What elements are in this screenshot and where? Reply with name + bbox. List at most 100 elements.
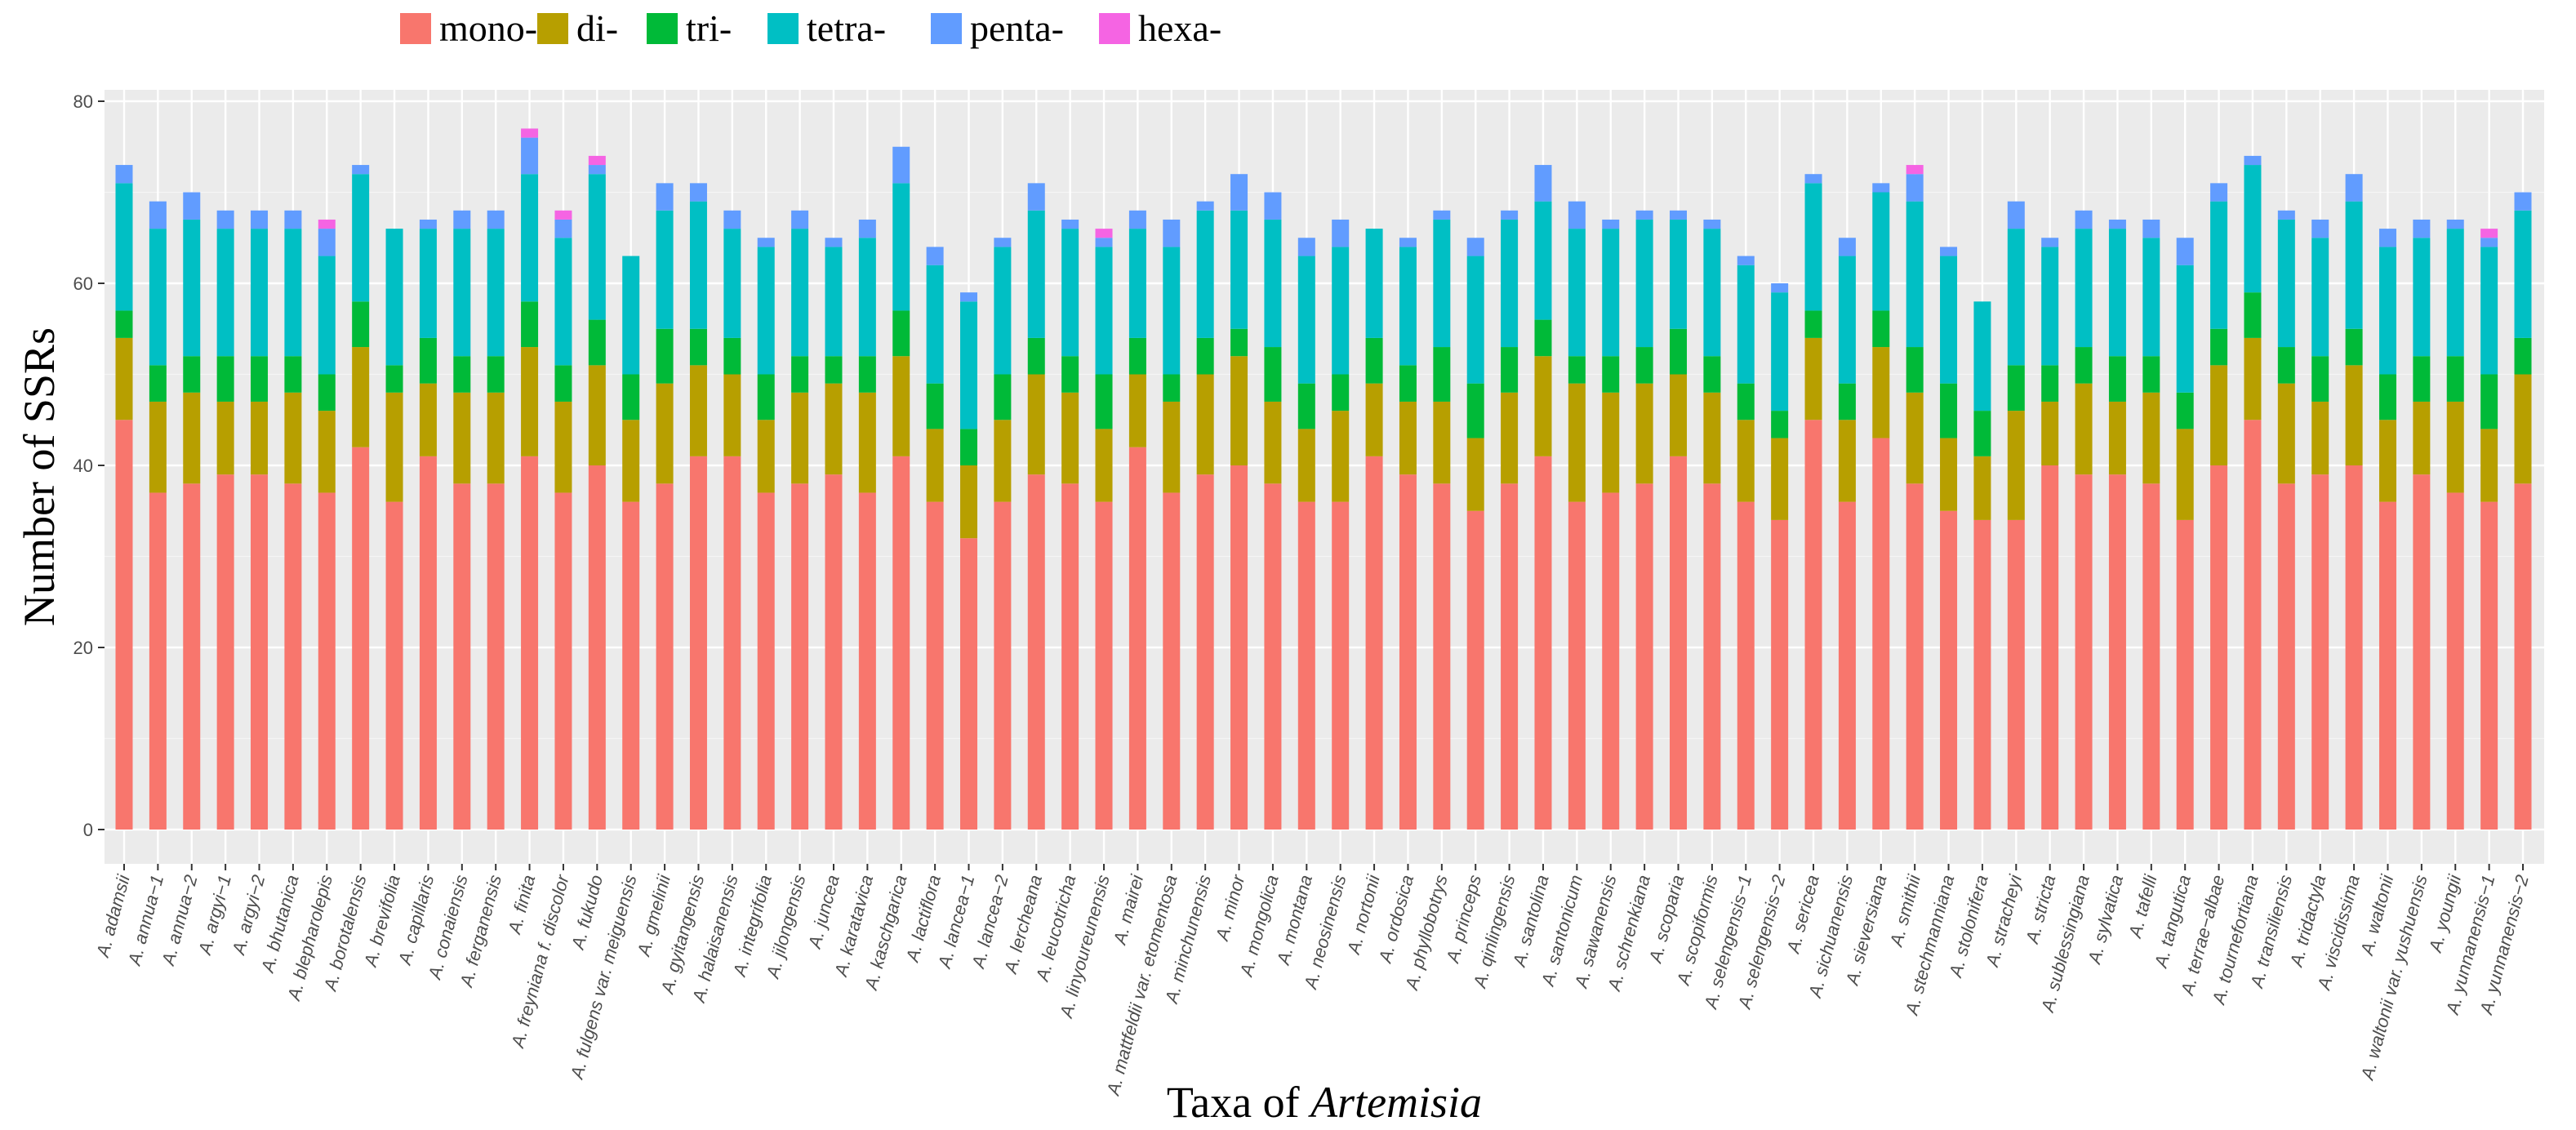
legend-swatch (1099, 13, 1130, 44)
bar-segment-di (2345, 365, 2363, 465)
bar-stack (2378, 229, 2396, 830)
bar-stack (892, 146, 910, 830)
bar-segment-tri (1501, 347, 1519, 393)
bar-segment-tri (994, 374, 1012, 420)
bar-segment-tri (521, 301, 539, 348)
bar-segment-mono (1635, 483, 1653, 830)
bar-segment-tetra (183, 219, 201, 357)
bar-stack (1027, 183, 1045, 830)
bar-segment-penta (1163, 219, 1181, 247)
bar-segment-tetra (1872, 192, 1890, 311)
bar-segment-tri (1973, 411, 1991, 456)
bar-segment-mono (1128, 447, 1146, 830)
bar-segment-penta (1128, 210, 1146, 229)
legend-label: tetra- (807, 7, 886, 49)
bar-segment-tri (1163, 374, 1181, 402)
bar-segment-penta (2277, 210, 2295, 220)
bar-stack (2041, 238, 2059, 830)
bar-segment-tetra (1534, 201, 1552, 320)
x-tick-label: A. fukudo (567, 873, 607, 953)
bar-segment-penta (1297, 238, 1315, 256)
bar-stack (656, 183, 674, 830)
bar-segment-di (2277, 383, 2295, 484)
bar-segment-mono (2345, 465, 2363, 830)
bar-segment-di (385, 392, 403, 502)
bar-segment-penta (2176, 238, 2194, 265)
bar-stack (284, 210, 302, 830)
bar-segment-penta (1264, 192, 1282, 220)
bar-segment-mono (1568, 501, 1586, 830)
bar-segment-penta (318, 229, 336, 256)
legend: mono-di-tri-tetra-penta-hexa- (400, 7, 1221, 49)
bar-segment-penta (2210, 183, 2228, 202)
bar-segment-mono (1466, 510, 1484, 830)
bar-segment-mono (2176, 519, 2194, 830)
x-tick-label: A. smithii (1885, 872, 1924, 950)
bar-segment-mono (1095, 501, 1113, 830)
bar-segment-mono (1230, 465, 1248, 830)
bar-segment-di (1940, 438, 1958, 511)
bar-segment-mono (757, 492, 775, 830)
bar-segment-mono (2446, 492, 2464, 830)
bar-segment-penta (1602, 219, 1620, 229)
bar-stack (115, 165, 133, 830)
bar-segment-mono (1973, 519, 1991, 830)
bar-stack (994, 238, 1012, 830)
bar-segment-penta (2311, 219, 2329, 238)
legend-label: tri- (686, 7, 732, 49)
bar-segment-di (2446, 401, 2464, 493)
bar-segment-di (1264, 401, 1282, 484)
bar-segment-tetra (1297, 256, 1315, 384)
bar-segment-tri (2480, 374, 2498, 429)
bar-segment-tri (419, 337, 437, 384)
bar-segment-tetra (1602, 229, 1620, 357)
bar-segment-tetra (352, 174, 370, 302)
x-axis-title-prefix: Taxa of (1167, 1078, 1310, 1127)
bar-segment-penta (2345, 174, 2363, 202)
bar-segment-tri (2277, 347, 2295, 384)
bar-segment-tri (1635, 347, 1653, 384)
x-tick-label: A. minor (1212, 871, 1249, 944)
bar-segment-tetra (1230, 210, 1248, 329)
bar-stack (689, 183, 707, 830)
bar-segment-mono (2378, 501, 2396, 830)
bar-segment-tri (892, 310, 910, 357)
bar-segment-penta (1940, 247, 1958, 256)
bar-stack (2244, 155, 2262, 830)
bar-segment-mono (994, 501, 1012, 830)
bar-segment-penta (216, 210, 234, 229)
bar-stack (318, 219, 336, 830)
bar-stack (183, 192, 201, 830)
bar-segment-mono (1399, 474, 1417, 830)
bar-segment-mono (622, 501, 640, 830)
bar-segment-penta (1027, 183, 1045, 211)
bar-segment-hexa (2480, 229, 2498, 238)
bar-segment-hexa (1906, 165, 1924, 175)
bar-segment-hexa (554, 210, 572, 220)
bar-segment-penta (554, 219, 572, 238)
bar-segment-di (2075, 383, 2093, 475)
bar-segment-di (251, 401, 269, 475)
bar-segment-tri (2075, 347, 2093, 384)
bar-segment-di (656, 383, 674, 484)
x-axis-title: Taxa of Artemisia (1167, 1078, 1482, 1127)
bar-stack (1365, 229, 1383, 830)
bar-segment-mono (791, 483, 809, 830)
bar-segment-tetra (1061, 229, 1079, 357)
bar-segment-penta (2413, 219, 2431, 238)
bar-segment-di (2413, 401, 2431, 475)
bar-segment-di (216, 401, 234, 475)
bar-segment-mono (1669, 456, 1687, 830)
bar-segment-penta (2108, 219, 2126, 229)
bar-segment-penta (453, 210, 471, 229)
bar-segment-penta (994, 238, 1012, 247)
bar-segment-tetra (2007, 229, 2025, 366)
bar-segment-penta (1534, 165, 1552, 202)
bar-stack (1872, 183, 1890, 830)
bar-segment-tri (2311, 356, 2329, 402)
bar-segment-penta (2514, 192, 2532, 211)
bar-segment-tetra (1399, 247, 1417, 366)
bar-stack (1973, 301, 1991, 830)
bar-segment-di (723, 374, 741, 456)
bar-segment-tri (2142, 356, 2160, 393)
